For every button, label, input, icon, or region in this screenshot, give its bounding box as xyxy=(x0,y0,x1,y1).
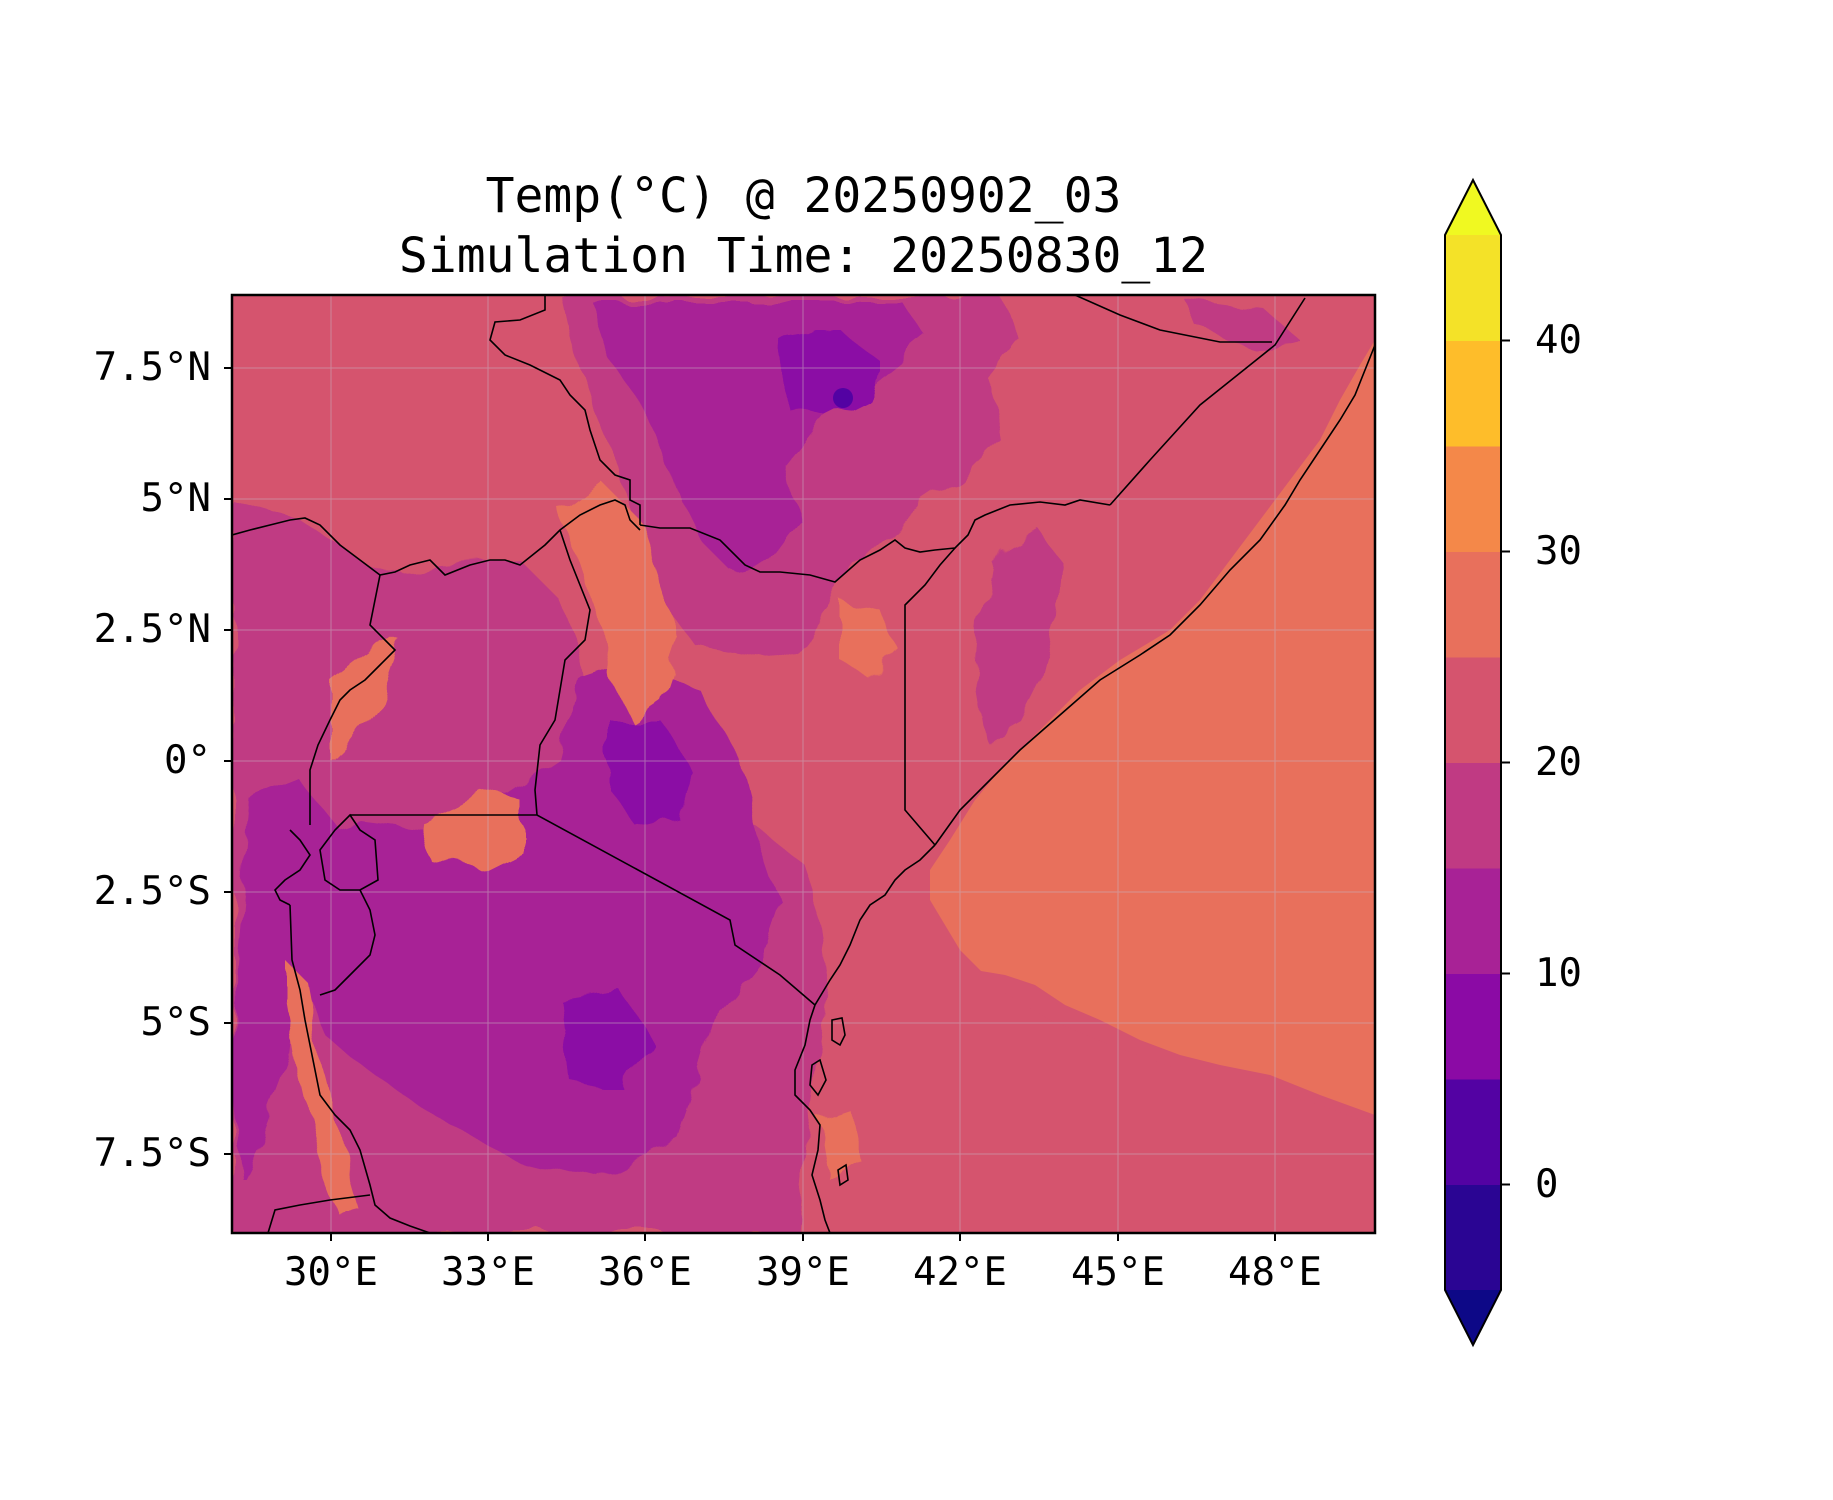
border-uganda-drc xyxy=(309,574,397,825)
y-tick-label-7.5N: 7.5°N xyxy=(93,345,211,390)
colorbar-outline xyxy=(1444,177,1502,1348)
cold-peak-spot xyxy=(833,388,853,408)
warm-patch-rift-west xyxy=(330,640,400,760)
border-kenya-ethiopia xyxy=(639,499,1111,583)
x-tick-label-45E: 45°E xyxy=(1071,1250,1165,1295)
colorbar-tick-label: 0 xyxy=(1535,1161,1559,1207)
y-tick-label-5S: 5°S xyxy=(140,1000,211,1045)
warm-patch-tanganyika xyxy=(285,960,360,1215)
warm-patch-rift xyxy=(560,480,680,720)
y-tick-label-2.5N: 2.5°N xyxy=(93,607,211,652)
land-band-5-10-south xyxy=(560,990,650,1090)
x-tick-label-48E: 48°E xyxy=(1228,1250,1322,1295)
island-pemba xyxy=(809,1058,827,1097)
border-ethiopia-somaliland xyxy=(1074,295,1272,343)
warm-patch-coast-north xyxy=(840,600,900,680)
border-tanzania-north xyxy=(350,814,816,1006)
chart-title-line1: Temp(°C) @ 20250902_03 xyxy=(485,168,1122,224)
y-tick-label-2.5S: 2.5°S xyxy=(93,869,211,914)
land-band-15-20-east xyxy=(975,530,1060,740)
colorbar-band-7 xyxy=(1445,446,1501,552)
border-uganda-kenya xyxy=(534,529,591,816)
colorbar-band-6 xyxy=(1445,551,1501,658)
coast-tanzania xyxy=(794,844,936,1233)
coldest-spots-group xyxy=(560,330,880,1090)
colorbar-band-4 xyxy=(1445,762,1501,869)
coast-east-africa xyxy=(934,344,1375,846)
axis-ticks xyxy=(224,367,1276,1241)
x-tick-label-36E: 36°E xyxy=(598,1250,692,1295)
island-zanzibar xyxy=(831,1017,846,1047)
x-tick-label-42E: 42°E xyxy=(913,1250,1007,1295)
y-tick-label-0: 0° xyxy=(164,738,211,783)
gridlines xyxy=(232,295,1375,1233)
border-zambia-line xyxy=(267,1194,371,1233)
coastal-band-region xyxy=(820,900,1375,1233)
x-tick-label-33E: 33°E xyxy=(441,1250,535,1295)
colorbar-tick-label: 40 xyxy=(1535,317,1582,363)
border-ethiopia-west xyxy=(489,295,641,525)
colorbar-band-5 xyxy=(1445,657,1501,763)
border-burundi-tanzania xyxy=(319,889,376,996)
border-lake-kivu-line xyxy=(274,829,311,906)
border-rwanda-burundi xyxy=(319,813,379,891)
colorbar-extend-over xyxy=(1445,180,1501,235)
colorbar-band-0 xyxy=(1445,1184,1501,1291)
warm-patch-coast-south xyxy=(820,1110,860,1180)
border-tanganyika-shore xyxy=(289,904,431,1233)
colorbar xyxy=(1444,177,1510,1348)
land-band-5-10-north xyxy=(780,330,880,420)
colorbar-tick-label: 20 xyxy=(1535,739,1582,785)
colorbar-tick-label: 30 xyxy=(1535,528,1582,574)
border-south-sudan xyxy=(232,499,641,576)
border-kenya-somalia xyxy=(904,547,956,846)
colorbar-band-8 xyxy=(1445,340,1501,447)
border-somalia-ethiopia xyxy=(1109,297,1306,506)
colorbar-band-9 xyxy=(1445,235,1501,341)
y-tick-label-7.5S: 7.5°S xyxy=(93,1131,211,1176)
island-mafia xyxy=(837,1163,849,1187)
colorbar-tick-label: 10 xyxy=(1535,950,1582,996)
land-band-15-20-ne xyxy=(1190,305,1300,345)
y-tick-label-5N: 5°N xyxy=(140,476,211,521)
x-tick-label-39E: 39°E xyxy=(756,1250,850,1295)
colorbar-band-3 xyxy=(1445,868,1501,974)
land-band-5-10-central xyxy=(610,720,690,830)
borders xyxy=(232,295,1375,1233)
warm-patch-lake-victoria xyxy=(420,790,520,870)
colorbar-band-2 xyxy=(1445,973,1501,1080)
chart-title-line2: Simulation Time: 20250830_12 xyxy=(398,228,1209,284)
x-tick-label-30E: 30°E xyxy=(284,1250,378,1295)
colorbar-extend-under xyxy=(1445,1290,1501,1345)
colorbar-band-1 xyxy=(1445,1079,1501,1185)
warm-land-group xyxy=(285,480,900,1215)
